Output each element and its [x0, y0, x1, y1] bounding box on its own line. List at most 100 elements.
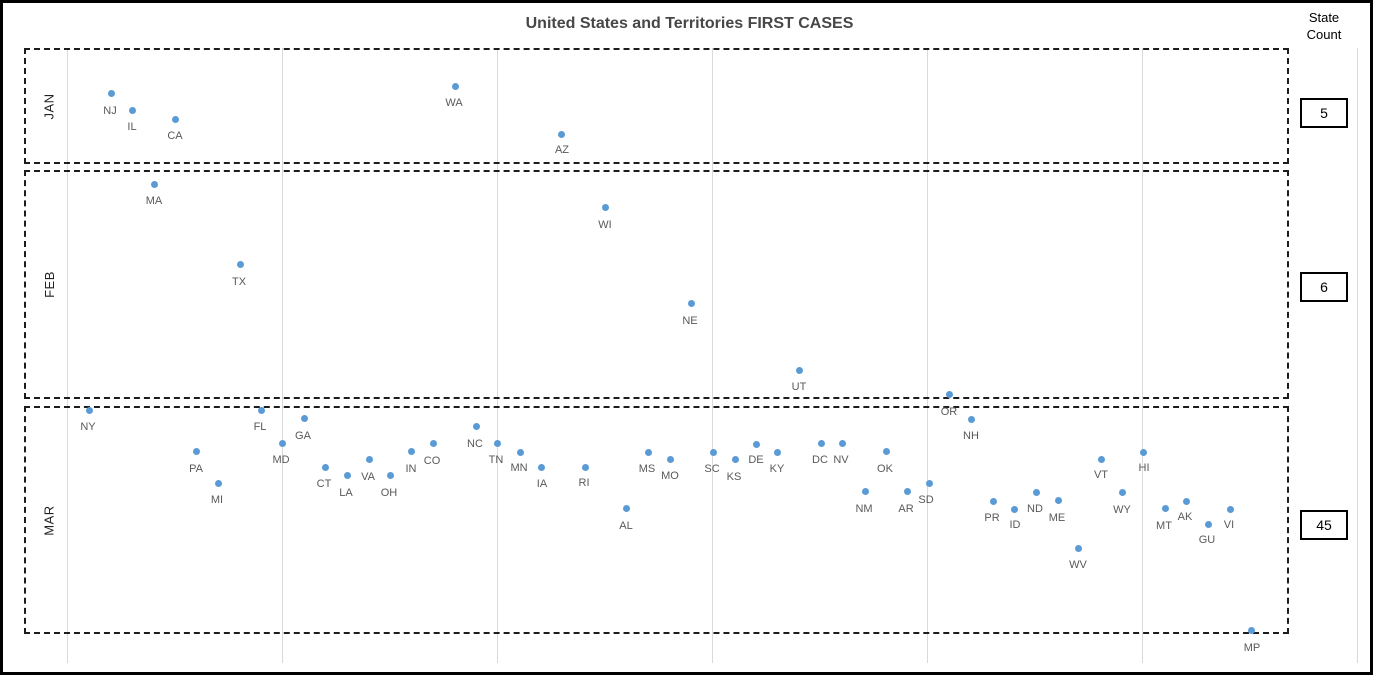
data-point-label-ms: MS	[638, 463, 656, 475]
data-point-wy[interactable]	[1118, 488, 1126, 496]
data-point-ms[interactable]	[644, 448, 652, 456]
data-point-tn[interactable]	[493, 439, 501, 447]
vertical-gridline	[67, 48, 68, 663]
data-point-ny[interactable]	[85, 406, 93, 414]
data-point-label-wy: WY	[1113, 504, 1131, 516]
data-point-sc[interactable]	[709, 448, 717, 456]
data-point-label-nd: ND	[1027, 503, 1043, 515]
data-point-label-nh: NH	[963, 430, 979, 442]
data-point-sd[interactable]	[925, 479, 933, 487]
data-point-hi[interactable]	[1139, 448, 1147, 456]
data-point-va[interactable]	[365, 455, 373, 463]
data-point-ar[interactable]	[903, 487, 911, 495]
data-point-ok[interactable]	[882, 447, 890, 455]
data-point-label-mn: MN	[510, 462, 528, 474]
data-point-label-me: ME	[1048, 512, 1066, 524]
data-point-co[interactable]	[429, 439, 437, 447]
data-point-in[interactable]	[407, 447, 415, 455]
data-point-label-pa: PA	[189, 463, 203, 475]
data-point-ks[interactable]	[731, 455, 739, 463]
data-point-ut[interactable]	[795, 366, 803, 374]
data-point-nj[interactable]	[107, 89, 115, 97]
vertical-gridline	[1142, 48, 1143, 663]
data-point-label-mo: MO	[661, 470, 679, 482]
data-point-label-sd: SD	[918, 494, 934, 506]
data-point-label-ks: KS	[726, 471, 742, 483]
data-point-ma[interactable]	[150, 180, 158, 188]
data-point-ga[interactable]	[300, 414, 308, 422]
data-point-label-ok: OK	[877, 463, 893, 475]
data-point-mn[interactable]	[516, 448, 524, 456]
data-point-mp[interactable]	[1247, 626, 1255, 634]
data-point-label-ga: GA	[295, 430, 311, 442]
data-point-label-mi: MI	[210, 494, 224, 506]
data-point-label-nj: NJ	[103, 105, 117, 117]
data-point-label-al: AL	[619, 520, 633, 532]
vertical-gridline	[282, 48, 283, 663]
data-point-wa[interactable]	[451, 82, 459, 90]
data-point-tx[interactable]	[236, 260, 244, 268]
data-point-ca[interactable]	[171, 115, 179, 123]
data-point-mi[interactable]	[214, 479, 222, 487]
data-point-md[interactable]	[278, 439, 286, 447]
data-point-il[interactable]	[128, 106, 136, 114]
data-point-nd[interactable]	[1032, 488, 1040, 496]
data-point-label-nc: NC	[467, 438, 483, 450]
data-point-label-tn: TN	[488, 454, 504, 466]
data-point-label-va: VA	[361, 471, 375, 483]
data-point-label-ct: CT	[316, 478, 332, 490]
data-point-id[interactable]	[1010, 505, 1018, 513]
data-point-ct[interactable]	[321, 463, 329, 471]
data-point-label-nm: NM	[855, 503, 873, 515]
data-point-nc[interactable]	[472, 422, 480, 430]
data-point-ne[interactable]	[687, 299, 695, 307]
data-point-vi[interactable]	[1226, 505, 1234, 513]
data-point-nm[interactable]	[861, 487, 869, 495]
data-point-label-de: DE	[748, 454, 764, 466]
count-badge-mar: 45	[1300, 510, 1348, 540]
data-point-ak[interactable]	[1182, 497, 1190, 505]
data-point-mo[interactable]	[666, 455, 674, 463]
data-point-label-ky: KY	[769, 463, 785, 475]
data-point-label-hi: HI	[1138, 462, 1150, 474]
data-point-dc[interactable]	[817, 439, 825, 447]
data-point-label-id: ID	[1009, 519, 1021, 531]
month-row-jan: JAN	[24, 48, 1289, 164]
points-layer: NJ IL CA WA AZ MA TX WI NE UT OR NY FL GA MD PA MI CT LA VA…	[3, 3, 1370, 672]
data-point-or[interactable]	[945, 390, 953, 398]
data-point-wv[interactable]	[1074, 544, 1082, 552]
data-point-wi[interactable]	[601, 203, 609, 211]
data-point-me[interactable]	[1054, 496, 1062, 504]
vertical-gridline	[927, 48, 928, 663]
data-point-label-co: CO	[423, 455, 441, 467]
data-point-label-ri: RI	[578, 477, 590, 489]
data-point-mt[interactable]	[1161, 504, 1169, 512]
data-point-nh[interactable]	[967, 415, 975, 423]
data-point-label-wi: WI	[598, 219, 612, 231]
data-point-ky[interactable]	[773, 448, 781, 456]
data-point-ia[interactable]	[537, 463, 545, 471]
data-point-al[interactable]	[622, 504, 630, 512]
data-point-label-fl: FL	[253, 421, 267, 433]
data-point-label-ak: AK	[1177, 511, 1193, 523]
data-point-label-nv: NV	[833, 454, 849, 466]
data-point-label-gu: GU	[1198, 534, 1216, 546]
data-point-label-il: IL	[127, 121, 137, 133]
data-point-pr[interactable]	[989, 497, 997, 505]
data-point-fl[interactable]	[257, 406, 265, 414]
data-point-ri[interactable]	[581, 463, 589, 471]
data-point-nv[interactable]	[838, 439, 846, 447]
data-point-pa[interactable]	[192, 447, 200, 455]
data-point-az[interactable]	[557, 130, 565, 138]
data-point-de[interactable]	[752, 440, 760, 448]
data-point-oh[interactable]	[386, 471, 394, 479]
data-point-la[interactable]	[343, 471, 351, 479]
data-point-label-ar: AR	[898, 503, 914, 515]
month-row-feb: FEB	[24, 170, 1289, 399]
data-point-vt[interactable]	[1097, 455, 1105, 463]
data-point-gu[interactable]	[1204, 520, 1212, 528]
data-point-label-ut: UT	[791, 381, 807, 393]
data-point-label-ca: CA	[167, 130, 183, 142]
data-point-label-mp: MP	[1243, 642, 1261, 654]
